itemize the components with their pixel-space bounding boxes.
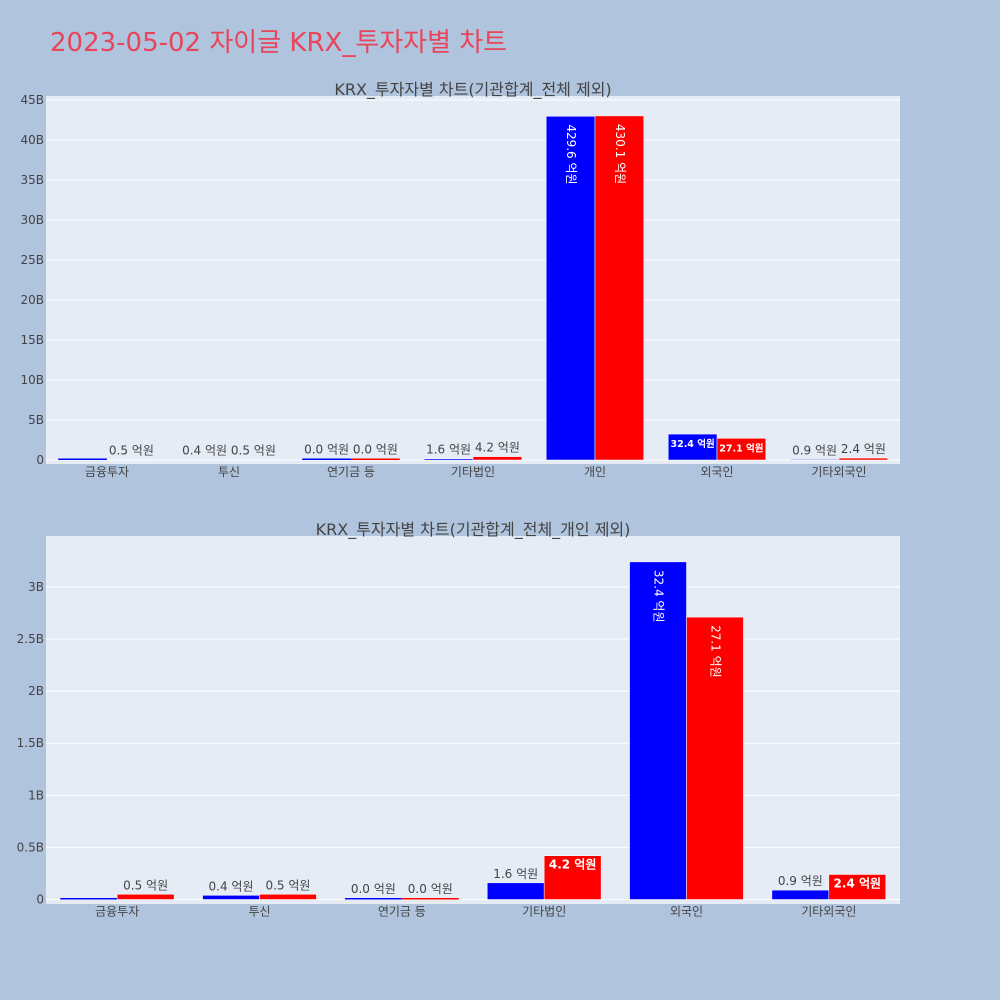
x-tick-label: 금융투자	[85, 465, 129, 479]
x-tick-label: 기타외국인	[811, 465, 866, 479]
bar	[545, 116, 596, 461]
x-tick-label: 기타법인	[522, 905, 566, 919]
x-tick-label: 연기금 등	[378, 905, 426, 919]
chart-title: KRX_투자자별 차트(기관합계_전체 제외)	[334, 80, 611, 100]
y-tick-label: 45B	[20, 93, 44, 107]
data-label: 430.1 억원	[613, 124, 627, 184]
bar	[344, 898, 402, 900]
data-label: 32.4 억원	[670, 438, 714, 450]
data-label: 0.9 억원	[792, 443, 837, 457]
y-tick-label: 1B	[28, 788, 44, 802]
data-label: 27.1 억원	[719, 442, 763, 454]
x-tick-label: 개인	[584, 465, 606, 479]
bar	[401, 898, 459, 900]
bar	[543, 855, 602, 900]
data-label: 1.6 억원	[493, 867, 538, 881]
plot-area	[46, 96, 900, 464]
data-label: 4.2 억원	[549, 858, 597, 872]
bar	[667, 433, 718, 461]
y-tick-label: 3B	[28, 580, 44, 594]
bar	[629, 561, 687, 900]
x-tick-label: 금융투자	[95, 905, 139, 919]
x-tick-label: 외국인	[670, 905, 703, 919]
x-tick-label: 기타외국인	[801, 905, 856, 919]
y-tick-label: 10B	[20, 373, 44, 387]
bar	[828, 874, 887, 900]
y-tick-label: 2B	[28, 684, 44, 698]
data-label: 1.6 억원	[426, 443, 471, 457]
bar	[116, 894, 175, 900]
bar	[594, 115, 645, 461]
data-label: 27.1 억원	[708, 625, 722, 678]
bar	[686, 616, 744, 900]
chart-bottom: 0 0.5B 1B 1.5B 2B 2.5B 3B KRX_투자자별 차트(기관합계_전체_개…	[17, 520, 900, 919]
data-label: 0.4 억원	[182, 444, 227, 458]
x-tick-label: 기타법인	[451, 465, 495, 479]
y-tick-label: 0	[36, 453, 44, 467]
data-label: 0.4 억원	[209, 879, 254, 893]
data-label: 2.4 억원	[834, 876, 882, 890]
data-label: 0.5 억원	[265, 878, 310, 892]
data-label: 0.5 억원	[123, 878, 168, 892]
data-label: 0.5 억원	[231, 444, 276, 458]
chart-top: 0 5B 10B 15B 20B 25B 30B 35B 40B 45B KRX_투자자별 차트(기…	[20, 80, 900, 479]
bar	[423, 458, 474, 461]
y-tick-label: 25B	[20, 253, 44, 267]
y-tick-label: 30B	[20, 213, 44, 227]
data-label: 0.0 억원	[353, 443, 398, 457]
data-label: 429.6 억원	[564, 124, 578, 184]
bar	[60, 898, 118, 900]
x-tick-label: 외국인	[700, 465, 733, 479]
data-label: 4.2 억원	[475, 441, 520, 455]
y-tick-label: 35B	[20, 173, 44, 187]
x-tick-label: 투신	[248, 905, 270, 919]
y-tick-label: 5B	[28, 413, 44, 427]
y-tick-label: 20B	[20, 293, 44, 307]
bar	[716, 438, 767, 461]
y-tick-label: 1.5B	[17, 736, 44, 750]
y-tick-label: 0.5B	[17, 840, 44, 854]
bar	[351, 458, 400, 460]
bar	[202, 895, 260, 900]
bar	[789, 459, 840, 461]
y-tick-label: 2.5B	[17, 632, 44, 646]
data-label: 0.0 억원	[304, 443, 349, 457]
chart-title: KRX_투자자별 차트(기관합계_전체_개인 제외)	[316, 520, 631, 540]
bar	[302, 458, 351, 460]
x-tick-label: 연기금 등	[327, 465, 375, 479]
x-tick-label: 투신	[218, 465, 240, 479]
data-label: 0.0 억원	[408, 882, 453, 896]
bar	[838, 457, 889, 461]
bar	[259, 894, 317, 900]
data-label: 0.0 억원	[351, 882, 396, 896]
data-label: 32.4 억원	[652, 570, 666, 623]
y-tick-label: 40B	[20, 133, 44, 147]
data-label: 2.4 억원	[841, 442, 886, 456]
bar	[771, 889, 830, 900]
page-title: 2023-05-02 자이글 KRX_투자자별 차트	[50, 28, 508, 58]
plot-area	[46, 536, 900, 904]
y-tick-label: 0	[36, 893, 44, 907]
bar	[58, 458, 107, 460]
data-label: 0.9 억원	[778, 874, 823, 888]
y-tick-label: 15B	[20, 333, 44, 347]
data-label: 0.5 억원	[109, 444, 154, 458]
bar	[472, 456, 523, 461]
bar	[486, 882, 545, 900]
